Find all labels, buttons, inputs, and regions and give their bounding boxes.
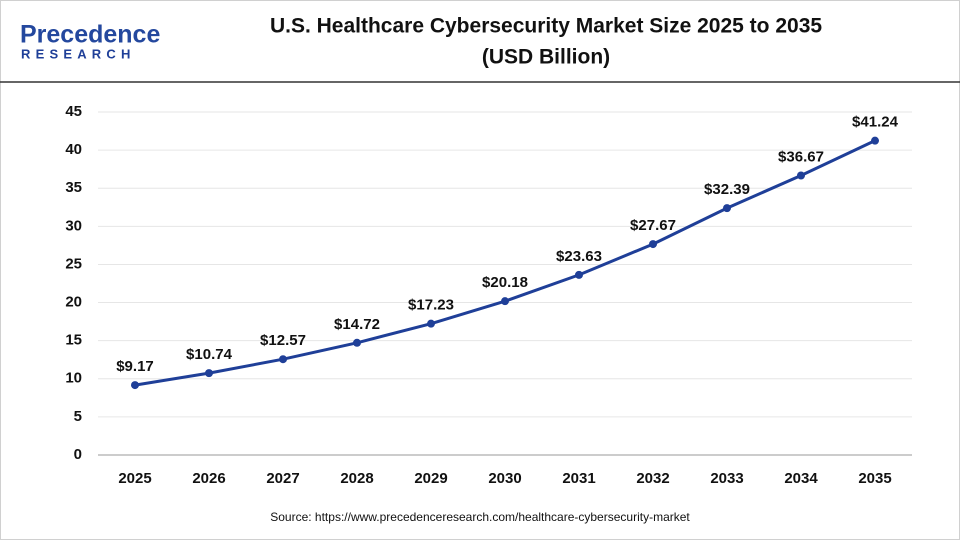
chart-subtitle: (USD Billion) — [482, 46, 610, 69]
value-label: $23.63 — [556, 248, 602, 265]
chart-title: U.S. Healthcare Cybersecurity Market Siz… — [270, 15, 822, 38]
x-tick-label: 2035 — [858, 470, 891, 487]
value-label: $10.74 — [186, 346, 233, 363]
logo-name: Precedence — [20, 21, 160, 49]
y-tick-label: 40 — [65, 141, 82, 158]
point — [205, 369, 213, 378]
point — [797, 171, 805, 180]
value-label: $17.23 — [408, 297, 454, 314]
value-label: $9.17 — [116, 358, 154, 375]
point — [575, 270, 583, 279]
value-label: $32.39 — [704, 181, 750, 198]
y-tick-label: 45 — [65, 103, 82, 120]
value-label: $14.72 — [334, 316, 380, 333]
value-label: $41.24 — [852, 114, 899, 131]
point — [279, 355, 287, 364]
x-tick-label: 2029 — [414, 470, 447, 487]
value-label: $36.67 — [778, 148, 824, 165]
x-tick-label: 2034 — [784, 470, 818, 487]
x-tick-label: 2026 — [192, 470, 225, 487]
y-tick-label: 30 — [65, 217, 82, 234]
value-label: $27.67 — [630, 217, 676, 234]
y-tick-label: 5 — [74, 408, 82, 425]
value-label: $12.57 — [260, 332, 306, 349]
x-tick-label: 2025 — [118, 470, 151, 487]
y-tick-label: 15 — [65, 332, 82, 349]
point — [501, 297, 509, 306]
y-tick-label: 10 — [65, 370, 82, 387]
x-tick-label: 2031 — [562, 470, 595, 487]
point — [649, 240, 657, 249]
x-tick-label: 2030 — [488, 470, 521, 487]
x-tick-label: 2032 — [636, 470, 669, 487]
x-tick-label: 2033 — [710, 470, 743, 487]
point — [427, 319, 435, 328]
logo-tagline: RESEARCH — [21, 46, 136, 61]
y-tick-label: 25 — [65, 255, 82, 272]
value-label: $20.18 — [482, 274, 528, 291]
source: Source: https://www.precedenceresearch.c… — [270, 510, 690, 524]
x-tick-label: 2028 — [340, 470, 373, 487]
y-tick-label: 20 — [65, 294, 82, 311]
y-tick-label: 35 — [65, 179, 82, 196]
point — [131, 381, 139, 390]
x-tick-label: 2027 — [266, 470, 299, 487]
point — [723, 204, 731, 213]
y-tick-label: 0 — [74, 446, 82, 463]
point — [871, 136, 879, 145]
point — [353, 338, 361, 347]
